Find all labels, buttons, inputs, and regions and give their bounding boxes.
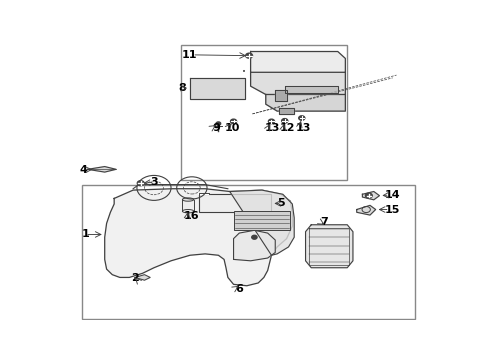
Polygon shape [233,230,275,261]
Bar [82,185,415,319]
Polygon shape [199,194,271,212]
Circle shape [298,116,304,120]
Text: 6: 6 [235,284,243,293]
Polygon shape [356,205,375,215]
Text: 14: 14 [385,190,400,200]
Text: 1: 1 [81,229,89,239]
Text: 9: 9 [212,123,220,133]
Polygon shape [229,190,294,255]
Polygon shape [104,189,292,286]
Polygon shape [135,275,150,280]
Circle shape [230,119,236,123]
Circle shape [245,53,252,58]
Circle shape [268,119,274,123]
Text: 16: 16 [183,211,199,221]
Polygon shape [250,51,345,72]
Polygon shape [275,90,286,102]
Text: 13: 13 [264,123,280,133]
Text: •: • [242,69,245,75]
Text: 4: 4 [80,165,87,175]
Bar [180,45,346,180]
Text: 7: 7 [320,217,328,227]
Polygon shape [182,199,193,211]
Polygon shape [265,94,345,111]
Polygon shape [305,225,352,268]
Text: 13: 13 [295,123,311,133]
Text: 3: 3 [150,177,158,187]
Circle shape [137,181,144,186]
Polygon shape [284,86,337,93]
Text: 11: 11 [181,50,196,60]
Text: 2: 2 [131,273,139,283]
Polygon shape [250,72,345,94]
Text: 8: 8 [178,83,186,93]
Circle shape [365,193,371,198]
Polygon shape [279,108,294,114]
Text: 5: 5 [277,198,284,208]
Circle shape [251,235,257,239]
Circle shape [216,122,220,125]
Ellipse shape [182,198,193,201]
Circle shape [281,118,287,123]
Polygon shape [189,78,244,99]
Bar [233,211,290,230]
Text: 10: 10 [224,123,240,133]
Polygon shape [87,167,116,172]
Polygon shape [362,192,379,200]
Text: 12: 12 [280,123,295,133]
Text: 15: 15 [385,204,400,215]
